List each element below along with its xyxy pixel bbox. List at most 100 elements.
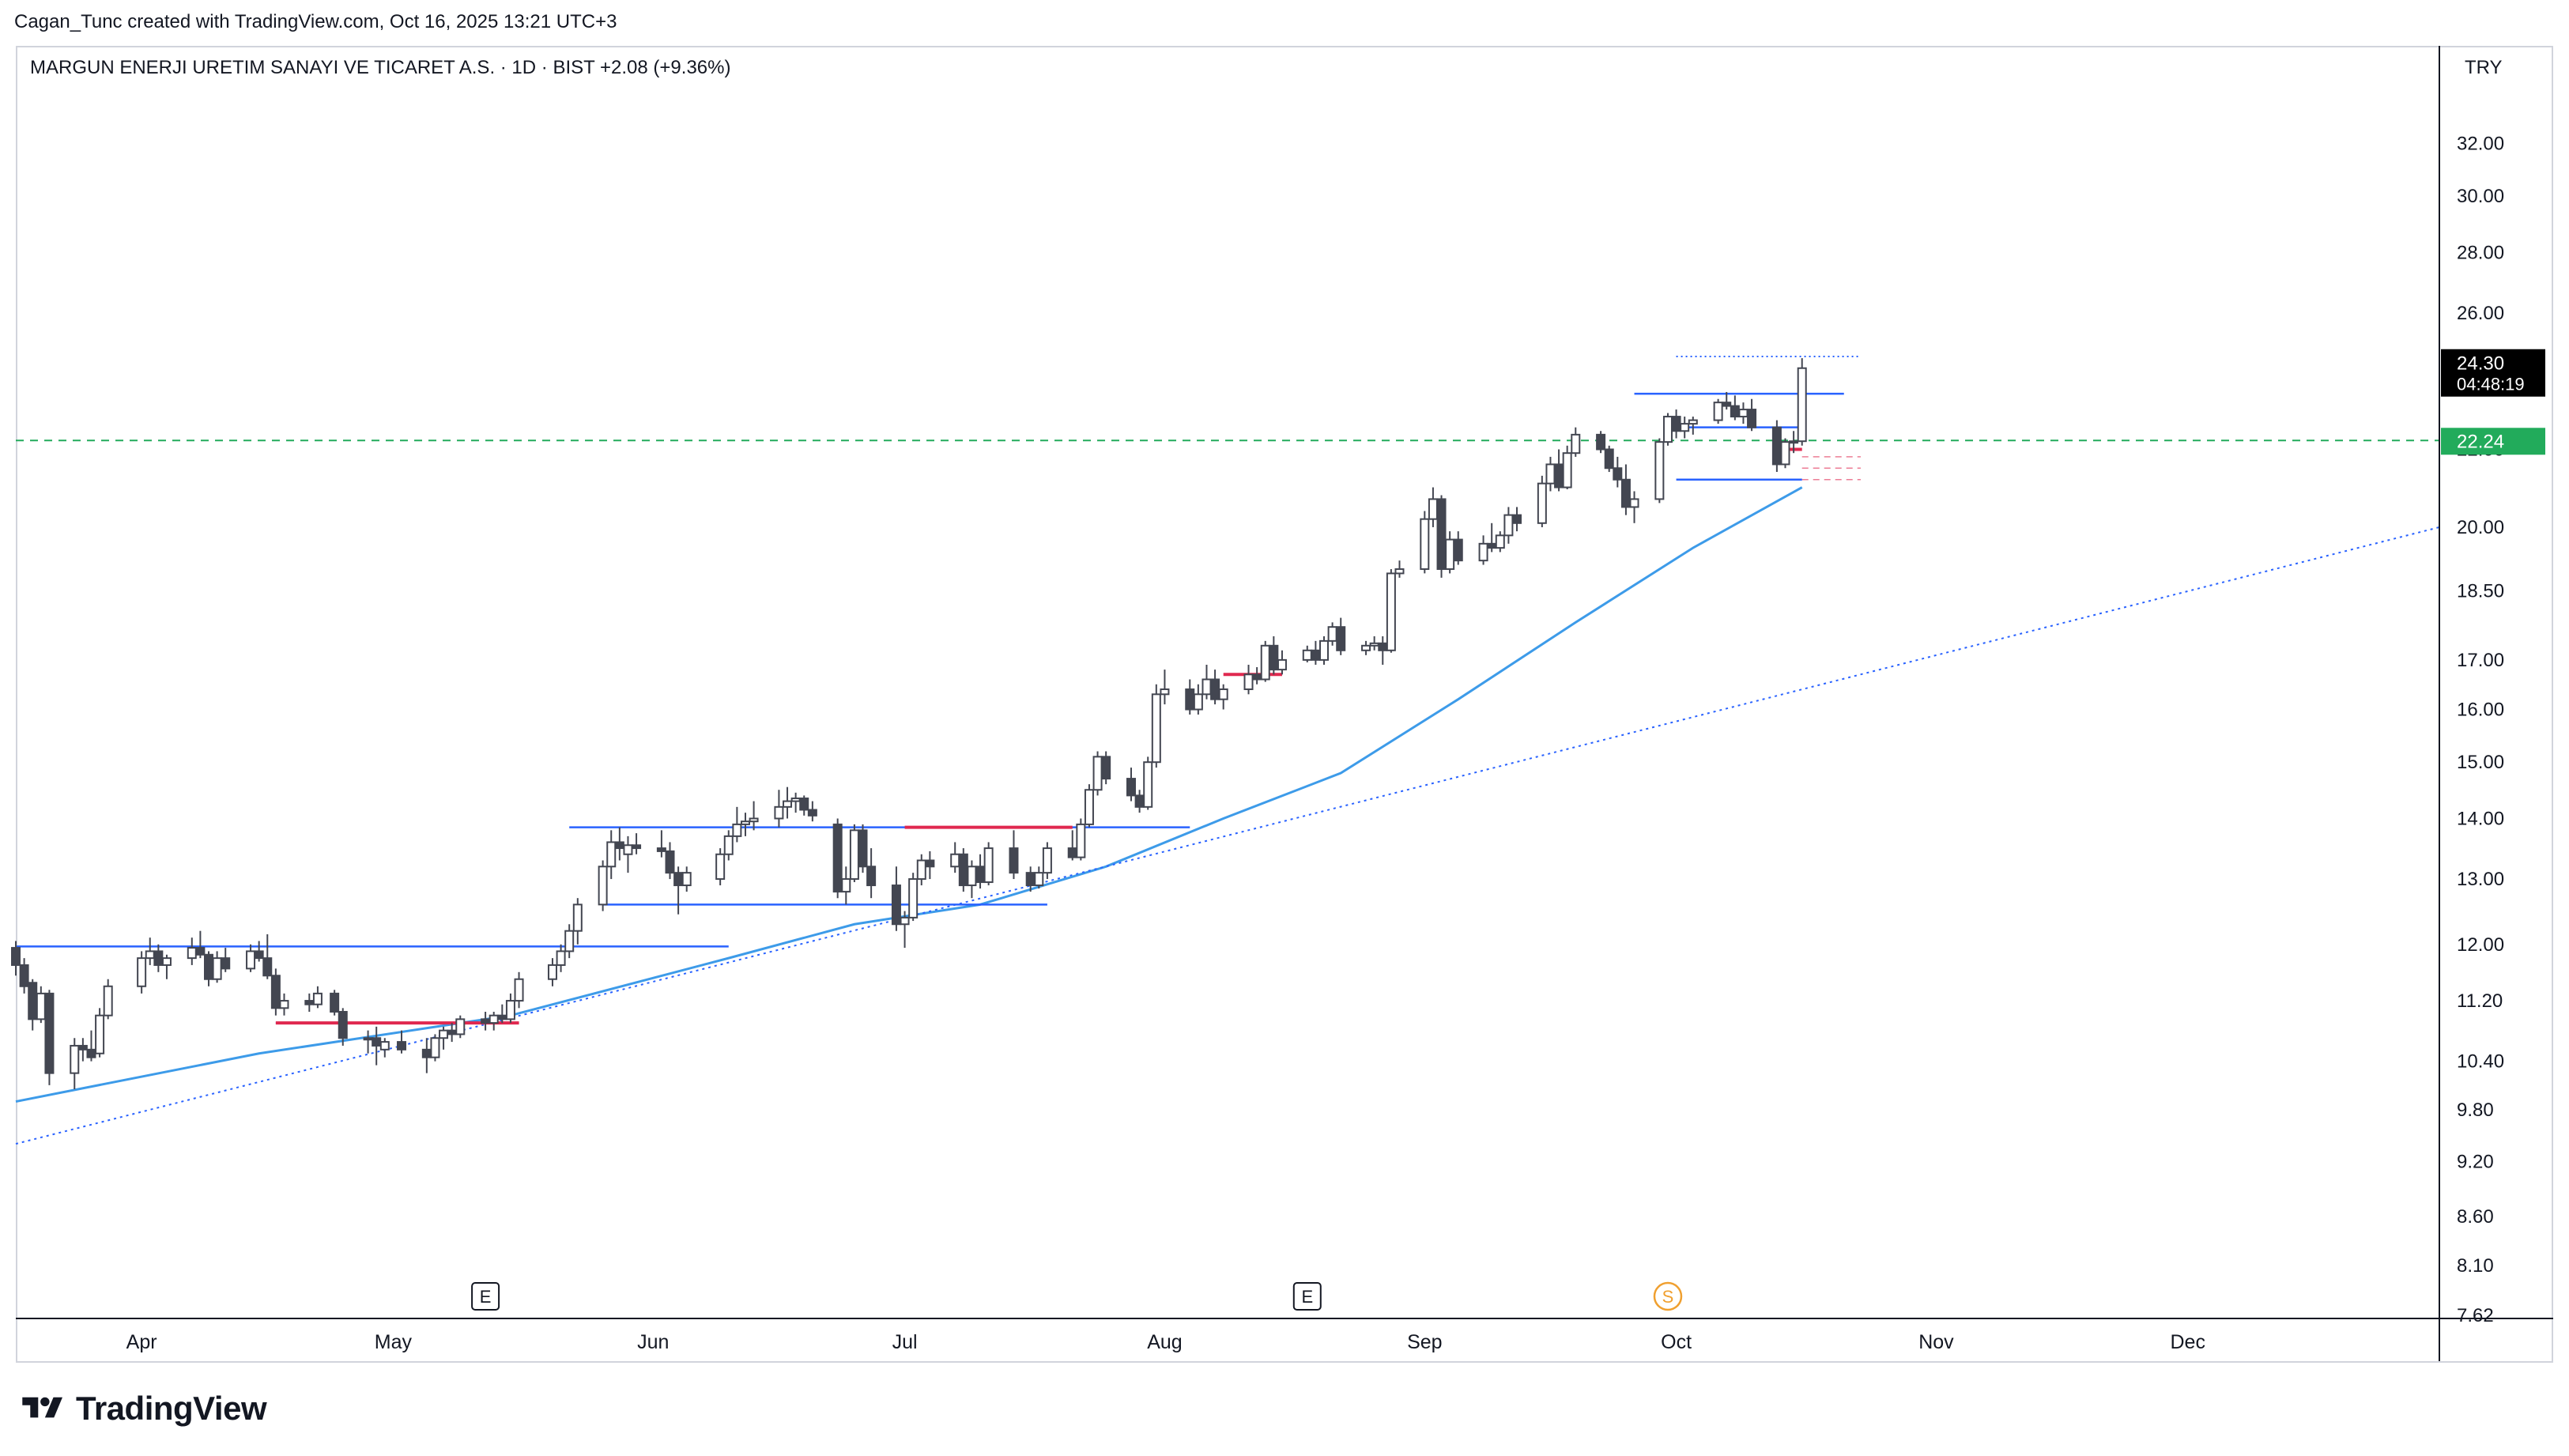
event-label: E [480, 1287, 492, 1307]
candle [572, 898, 583, 945]
candle [983, 842, 994, 886]
candle [1771, 420, 1782, 473]
candle [1067, 830, 1077, 861]
price-tick-label: 10.40 [2457, 1051, 2504, 1073]
price-tick-label: 32.00 [2457, 133, 2504, 154]
candle [221, 948, 231, 972]
price-tick-label: 28.00 [2457, 242, 2504, 263]
candle [1537, 475, 1547, 527]
candle-body [732, 823, 742, 837]
earnings-event-icon [471, 1282, 500, 1311]
candle [1193, 684, 1203, 715]
candle [1185, 679, 1195, 715]
candle [1545, 456, 1556, 492]
candle [330, 990, 340, 1016]
candle-body [715, 853, 726, 881]
candle-body [632, 844, 642, 850]
candle [1134, 790, 1145, 813]
symbol-legend: MARGUN ENERJI URETIM SANAYI VE TICARET A… [30, 57, 731, 78]
candle [1620, 464, 1631, 515]
candle-body [363, 1037, 373, 1041]
event-label: S [1662, 1287, 1674, 1307]
candle [1453, 531, 1463, 565]
last-price-badge [2441, 349, 2545, 397]
candle [1680, 417, 1690, 439]
candle-body [11, 947, 21, 966]
candle-body [145, 950, 155, 960]
candle [1336, 617, 1346, 655]
candle [1596, 431, 1606, 454]
candle [1260, 640, 1270, 682]
candle [11, 941, 21, 976]
candle-body [1009, 847, 1019, 874]
candle [1512, 507, 1522, 532]
candle [95, 1008, 105, 1058]
candle-body [44, 992, 55, 1074]
candle-body [1428, 498, 1438, 520]
candle [1269, 636, 1279, 675]
candle-body [849, 829, 859, 881]
candle [1394, 560, 1405, 578]
candle [925, 851, 935, 880]
candle [1101, 751, 1111, 785]
trendline [15, 526, 2440, 1145]
candle [715, 848, 726, 886]
candle [312, 986, 323, 1009]
candle [505, 993, 515, 1024]
candle-body [161, 957, 172, 966]
candle-body [950, 853, 960, 868]
candle [363, 1030, 373, 1054]
candle-body [900, 916, 910, 926]
candle-body [866, 866, 877, 887]
candle-body [221, 957, 231, 970]
candle-body [606, 841, 617, 868]
earnings-event-icon [1292, 1282, 1322, 1311]
candle-body [1302, 649, 1312, 661]
time-tick-label: Oct [1661, 1331, 1692, 1353]
candle-body [891, 885, 901, 926]
candle [807, 801, 817, 822]
candle [1160, 670, 1170, 705]
candle-body [1361, 644, 1371, 651]
candle [1495, 531, 1505, 553]
candle-body [556, 950, 566, 966]
candle [372, 1026, 382, 1066]
currency-label[interactable]: TRY [2465, 57, 2503, 78]
candle [455, 1015, 466, 1039]
candle [723, 830, 734, 861]
candle-body [489, 1014, 499, 1024]
candle [606, 830, 617, 880]
candle [908, 873, 919, 922]
candle-body [1202, 678, 1212, 696]
candle [421, 1038, 432, 1073]
candle [1662, 413, 1673, 446]
candle [103, 979, 113, 1020]
candle-body [1688, 419, 1698, 425]
candle [900, 911, 910, 949]
candle [556, 944, 566, 972]
candle-body [598, 866, 608, 906]
candle-body [1495, 534, 1505, 549]
candle [1780, 438, 1790, 469]
candle-body [665, 850, 675, 874]
candle-body [1478, 542, 1488, 562]
candle [279, 993, 289, 1016]
candle-body [841, 878, 851, 893]
candle-body [1210, 678, 1220, 700]
candle [1562, 445, 1572, 490]
last-price-value: 24.30 [2457, 353, 2504, 375]
candle-body [86, 1048, 96, 1058]
candle-body [212, 957, 222, 980]
candle-body [749, 817, 759, 823]
candle [1151, 684, 1161, 768]
candle [254, 941, 264, 962]
candle-body [564, 930, 575, 952]
candle-body [372, 1037, 382, 1047]
candle-body [430, 1037, 440, 1058]
green-level-value: 22.24 [2457, 431, 2504, 452]
candle-body [1034, 872, 1044, 887]
candle [304, 993, 315, 1012]
candle [1277, 650, 1287, 675]
price-tick-label: 8.10 [2457, 1255, 2494, 1277]
